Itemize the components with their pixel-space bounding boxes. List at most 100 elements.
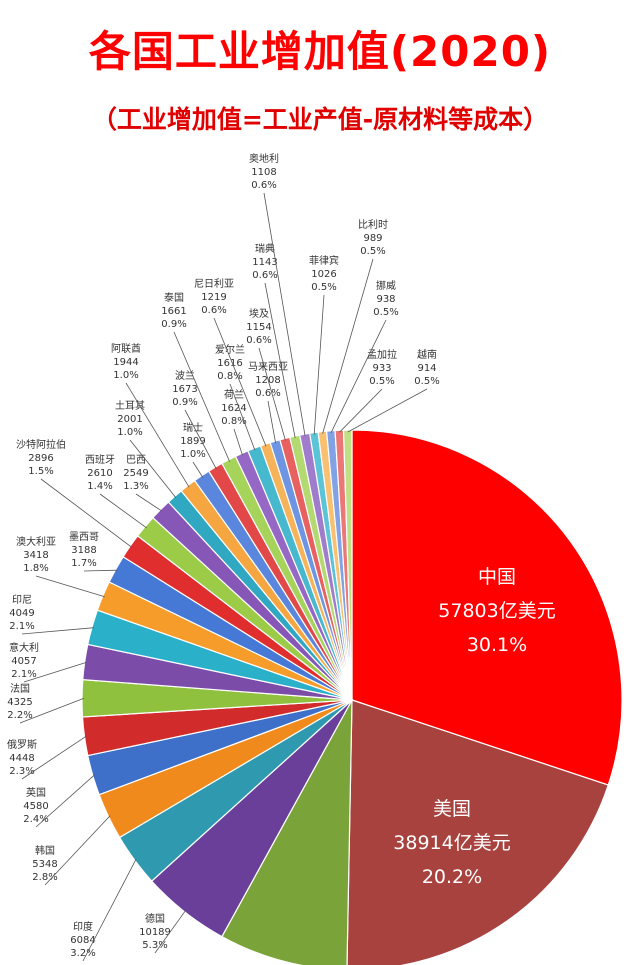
- slice-value: 4325: [7, 697, 32, 708]
- slice-percent: 0.8%: [217, 371, 242, 382]
- slice-name: 奥地利: [249, 152, 279, 165]
- leader-line: [40, 478, 133, 548]
- slice-percent: 1.0%: [113, 370, 138, 381]
- slice-label-中国: 中国 57803亿美元 30.1%: [438, 566, 555, 656]
- slice-name: 瑞典: [255, 242, 275, 255]
- slice-name: 印度: [73, 920, 93, 933]
- slice-value: 4448: [9, 753, 34, 764]
- slice-value: 1026: [311, 269, 336, 280]
- slice-value: 3418: [23, 550, 48, 561]
- slice-name: 挪威: [376, 279, 396, 292]
- slice-label-比利时: 比利时 989 0.5%: [358, 219, 388, 257]
- slice-value: 1673: [172, 384, 197, 395]
- slice-percent: 2.1%: [9, 621, 34, 632]
- slice-percent: 0.5%: [414, 376, 439, 387]
- slice-name: 阿联酋: [111, 342, 141, 355]
- leader-line: [263, 192, 306, 437]
- slice-value: 1219: [201, 292, 226, 303]
- leader-line: [129, 439, 177, 499]
- leader-line: [99, 493, 147, 529]
- slice-label-墨西哥: 墨西哥 3188 1.7%: [69, 531, 99, 569]
- slice-percent: 0.5%: [360, 246, 385, 257]
- slice-label-美国: 美国 38914亿美元 20.2%: [393, 798, 510, 888]
- slice-percent: 0.6%: [251, 180, 276, 191]
- slice-name: 韩国: [35, 844, 55, 857]
- leader-line: [82, 858, 137, 962]
- slice-percent: 1.8%: [23, 563, 48, 574]
- slice-percent: 0.5%: [373, 307, 398, 318]
- slice-label-韩国: 韩国 5348 2.8%: [32, 844, 57, 883]
- slice-label-越南: 越南 914 0.5%: [414, 348, 439, 387]
- slice-percent: 1.7%: [71, 558, 96, 569]
- leader-line: [330, 319, 387, 433]
- slice-value: 38914亿美元: [393, 832, 510, 854]
- slice-name: 澳大利亚: [16, 535, 56, 548]
- leader-line: [125, 382, 190, 488]
- slice-percent: 0.6%: [201, 305, 226, 316]
- slice-percent: 20.2%: [422, 866, 482, 888]
- slice-percent: 2.3%: [9, 766, 34, 777]
- chart-title: 各国工业增加值(2020): [88, 27, 552, 76]
- slice-name: 中国: [478, 566, 516, 588]
- slice-percent: 0.5%: [311, 282, 336, 293]
- leader-line: [35, 575, 105, 598]
- slice-name: 孟加拉: [367, 348, 397, 361]
- slice-name: 泰国: [164, 291, 184, 304]
- slice-label-奥地利: 奥地利 1108 0.6%: [249, 152, 279, 191]
- slice-percent: 0.6%: [246, 335, 271, 346]
- slice-percent: 1.5%: [28, 466, 53, 477]
- slice-percent: 0.9%: [172, 397, 197, 408]
- leader-line: [339, 388, 383, 433]
- slice-percent: 5.3%: [142, 940, 167, 951]
- slice-percent: 2.1%: [11, 669, 36, 680]
- leader-line: [173, 331, 230, 462]
- slice-value: 1143: [252, 257, 277, 268]
- slice-name: 英国: [26, 786, 46, 799]
- leader-line: [35, 774, 95, 828]
- leader-line: [135, 493, 163, 512]
- slice-value: 3188: [71, 545, 96, 556]
- slice-name: 波兰: [175, 369, 195, 382]
- slice-value: 1661: [161, 306, 186, 317]
- slice-label-菲律宾: 菲律宾 1026 0.5%: [309, 254, 339, 293]
- slice-label-英国: 英国 4580 2.4%: [23, 786, 48, 825]
- slice-value: 1624: [221, 403, 246, 414]
- slice-label-爱尔兰: 爱尔兰 1616 0.8%: [215, 343, 245, 382]
- slice-percent: 30.1%: [467, 634, 527, 656]
- leader-line: [23, 661, 87, 683]
- slice-value: 1108: [251, 167, 276, 178]
- slice-percent: 2.4%: [23, 814, 48, 825]
- slice-name: 印尼: [12, 594, 32, 606]
- slice-name: 爱尔兰: [215, 343, 245, 356]
- slice-percent: 0.6%: [255, 388, 280, 399]
- slice-percent: 0.5%: [369, 376, 394, 387]
- slice-label-澳大利亚: 澳大利亚 3418 1.8%: [16, 535, 56, 574]
- leader-line: [213, 317, 267, 447]
- slice-label-瑞士: 瑞士 1899 1.0%: [180, 421, 205, 460]
- slice-label-沙特阿拉伯: 沙特阿拉伯 2896 1.5%: [16, 438, 66, 477]
- slice-percent: 2.2%: [7, 710, 32, 721]
- leader-line: [83, 569, 118, 572]
- pie-slice-美国: [346, 699, 610, 965]
- slice-value: 938: [376, 294, 395, 305]
- leader-line: [347, 388, 428, 433]
- slice-name: 马来西亚: [248, 361, 288, 373]
- slice-label-泰国: 泰国 1661 0.9%: [161, 291, 186, 330]
- slice-value: 1154: [246, 322, 271, 333]
- leader-line: [258, 347, 286, 441]
- slice-value: 914: [417, 363, 436, 374]
- slice-label-巴西: 巴西 2549 1.3%: [123, 454, 148, 492]
- slice-label-俄罗斯: 俄罗斯 4448 2.3%: [7, 738, 37, 777]
- slice-percent: 0.8%: [221, 416, 246, 427]
- slice-percent: 0.9%: [161, 319, 186, 330]
- leader-line: [264, 282, 296, 439]
- slice-label-印尼: 印尼 4049 2.1%: [9, 594, 34, 632]
- slice-value: 2610: [87, 468, 112, 479]
- slice-label-波兰: 波兰 1673 0.9%: [172, 369, 197, 408]
- slice-value: 1899: [180, 436, 205, 447]
- slice-name: 墨西哥: [69, 531, 99, 543]
- slice-name: 意大利: [9, 641, 39, 654]
- slice-label-挪威: 挪威 938 0.5%: [373, 279, 398, 318]
- leader-line: [233, 428, 243, 456]
- slice-name: 美国: [433, 798, 471, 820]
